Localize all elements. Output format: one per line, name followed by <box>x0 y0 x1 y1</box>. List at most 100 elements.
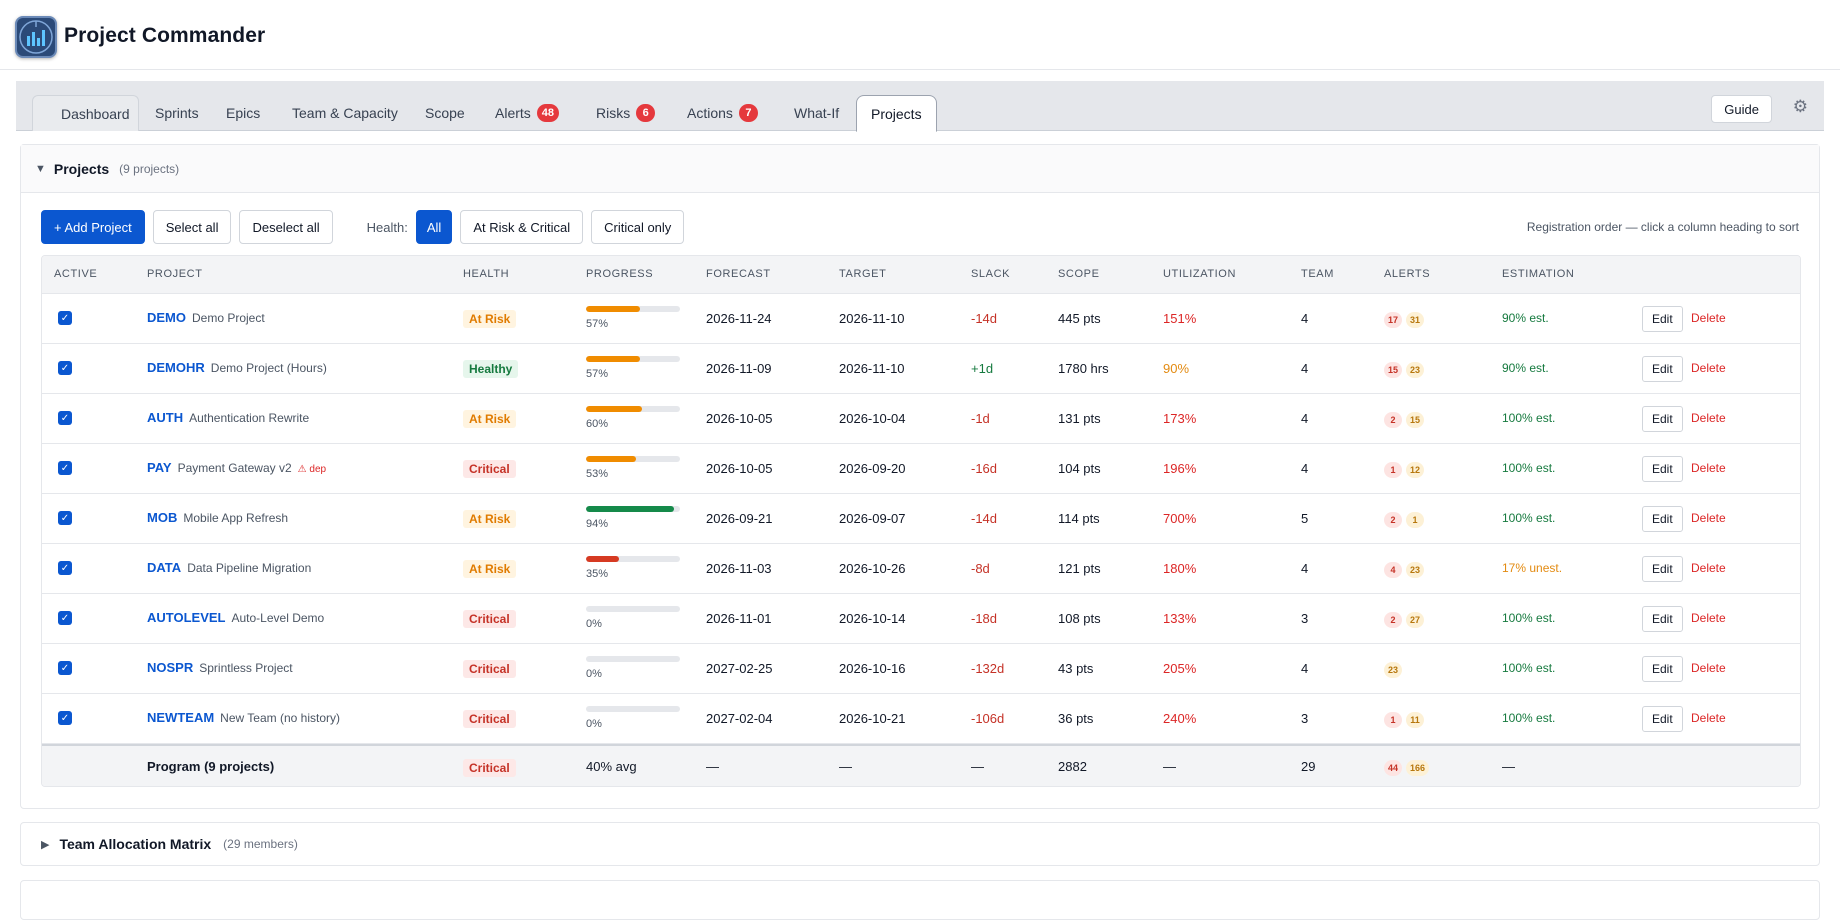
col-team[interactable]: TEAM <box>1301 268 1334 280</box>
project-key-link[interactable]: DATA <box>147 560 182 575</box>
tab-epics[interactable]: Epics <box>212 95 274 131</box>
alert-count-amber[interactable]: 23 <box>1406 362 1425 378</box>
project-key-link[interactable]: DEMO <box>147 310 186 325</box>
edit-button[interactable]: Edit <box>1642 356 1683 382</box>
alert-count-red[interactable]: 2 <box>1384 512 1402 528</box>
select-all-button[interactable]: Select all <box>152 210 232 244</box>
edit-button[interactable]: Edit <box>1642 556 1683 582</box>
progress-bar <box>586 556 680 562</box>
active-checkbox[interactable]: ✓ <box>58 661 72 675</box>
delete-button[interactable]: Delete <box>1691 511 1726 525</box>
alert-count-amber[interactable]: 15 <box>1406 412 1425 428</box>
active-checkbox[interactable]: ✓ <box>58 611 72 625</box>
table-row: ✓ AUTOLEVEL Auto-Level Demo Critical 0% 2026-… <box>42 594 1800 644</box>
delete-button[interactable]: Delete <box>1691 311 1726 325</box>
deselect-all-button[interactable]: Deselect all <box>239 210 333 244</box>
project-key-link[interactable]: AUTOLEVEL <box>147 610 226 625</box>
target-date: 2026-09-07 <box>839 511 906 526</box>
project-key-link[interactable]: PAY <box>147 460 172 475</box>
projects-panel-header[interactable]: ▼ Projects (9 projects) <box>21 145 1819 193</box>
project-key-link[interactable]: NOSPR <box>147 660 194 675</box>
col-utilization[interactable]: UTILIZATION <box>1163 268 1237 280</box>
col-scope[interactable]: SCOPE <box>1058 268 1100 280</box>
alert-count-amber[interactable]: 12 <box>1406 462 1425 478</box>
edit-button[interactable]: Edit <box>1642 306 1683 332</box>
team-allocation-panel[interactable]: ▶ Team Allocation Matrix (29 members) <box>20 822 1820 866</box>
edit-button[interactable]: Edit <box>1642 706 1683 732</box>
edit-button[interactable]: Edit <box>1642 506 1683 532</box>
delete-button[interactable]: Delete <box>1691 411 1726 425</box>
utilization-value: 173% <box>1163 411 1197 426</box>
add-project-button[interactable]: + Add Project <box>41 210 145 244</box>
col-slack[interactable]: SLACK <box>971 268 1011 280</box>
col-active[interactable]: ACTIVE <box>54 268 98 280</box>
alert-count-red[interactable]: 2 <box>1384 412 1402 428</box>
tab-actions[interactable]: Actions 7 <box>673 95 772 131</box>
alert-count-red[interactable]: 2 <box>1384 612 1402 628</box>
delete-button[interactable]: Delete <box>1691 711 1726 725</box>
next-panel[interactable] <box>20 880 1820 920</box>
delete-button[interactable]: Delete <box>1691 561 1726 575</box>
alert-count-red[interactable]: 17 <box>1384 312 1403 328</box>
alert-count-amber[interactable]: 1 <box>1406 512 1424 528</box>
projects-toolbar: + Add Project Select all Deselect all He… <box>41 210 1799 244</box>
project-key-link[interactable]: DEMOHR <box>147 360 205 375</box>
active-checkbox[interactable]: ✓ <box>58 561 72 575</box>
alert-count-amber[interactable]: 31 <box>1406 312 1425 328</box>
active-checkbox[interactable]: ✓ <box>58 461 72 475</box>
caret-right-icon[interactable]: ▶ <box>41 838 50 851</box>
total-health: Critical <box>463 759 516 777</box>
edit-button[interactable]: Edit <box>1642 406 1683 432</box>
alert-count-amber[interactable]: 23 <box>1406 562 1425 578</box>
tab-dashboard[interactable]: Dashboard <box>32 95 139 131</box>
tab-alerts[interactable]: Alerts 48 <box>481 95 573 131</box>
col-forecast[interactable]: FORECAST <box>706 268 771 280</box>
col-target[interactable]: TARGET <box>839 268 887 280</box>
delete-button[interactable]: Delete <box>1691 461 1726 475</box>
active-checkbox[interactable]: ✓ <box>58 361 72 375</box>
project-key-link[interactable]: AUTH <box>147 410 184 425</box>
tab-risks[interactable]: Risks 6 <box>582 95 669 131</box>
edit-button[interactable]: Edit <box>1642 656 1683 682</box>
tab-team-capacity[interactable]: Team & Capacity <box>278 95 412 131</box>
edit-button[interactable]: Edit <box>1642 606 1683 632</box>
alert-count-amber[interactable]: 23 <box>1384 662 1403 678</box>
project-name: Data Pipeline Migration <box>187 561 312 575</box>
alert-count-amber[interactable]: 27 <box>1406 612 1425 628</box>
active-checkbox[interactable]: ✓ <box>58 511 72 525</box>
gear-icon[interactable]: ⚙ <box>1792 97 1808 116</box>
total-label: Program (9 projects) <box>147 759 275 774</box>
risks-count-badge: 6 <box>636 104 656 122</box>
tab-what-if[interactable]: What-If <box>780 95 853 131</box>
tab-sprints[interactable]: Sprints <box>141 95 213 131</box>
tab-scope[interactable]: Scope <box>411 95 479 131</box>
estimation-value: 90% est. <box>1502 311 1549 325</box>
col-health[interactable]: HEALTH <box>463 268 510 280</box>
active-checkbox[interactable]: ✓ <box>58 411 72 425</box>
project-key-link[interactable]: NEWTEAM <box>147 710 215 725</box>
delete-button[interactable]: Delete <box>1691 361 1726 375</box>
col-progress[interactable]: PROGRESS <box>586 268 654 280</box>
edit-button[interactable]: Edit <box>1642 456 1683 482</box>
active-checkbox[interactable]: ✓ <box>58 311 72 325</box>
tab-projects[interactable]: Projects <box>856 95 937 132</box>
project-key-link[interactable]: MOB <box>147 510 178 525</box>
delete-button[interactable]: Delete <box>1691 661 1726 675</box>
alert-count-red[interactable]: 1 <box>1384 462 1402 478</box>
alert-count-amber[interactable]: 11 <box>1406 712 1424 728</box>
col-alerts[interactable]: ALERTS <box>1384 268 1431 280</box>
alert-count-red[interactable]: 4 <box>1384 562 1402 578</box>
guide-button[interactable]: Guide <box>1711 95 1772 123</box>
caret-down-icon[interactable]: ▼ <box>35 162 46 175</box>
health-filter-at-risk[interactable]: At Risk & Critical <box>460 210 584 244</box>
health-cell: At Risk <box>463 410 517 428</box>
col-estimation[interactable]: ESTIMATION <box>1502 268 1575 280</box>
health-filter-critical[interactable]: Critical only <box>591 210 685 244</box>
alert-count-red[interactable]: 1 <box>1384 712 1402 728</box>
col-project[interactable]: PROJECT <box>147 268 203 280</box>
utilization-value: 151% <box>1163 311 1197 326</box>
health-filter-all[interactable]: All <box>415 210 453 244</box>
alert-count-red[interactable]: 15 <box>1384 362 1403 378</box>
active-checkbox[interactable]: ✓ <box>58 711 72 725</box>
delete-button[interactable]: Delete <box>1691 611 1726 625</box>
